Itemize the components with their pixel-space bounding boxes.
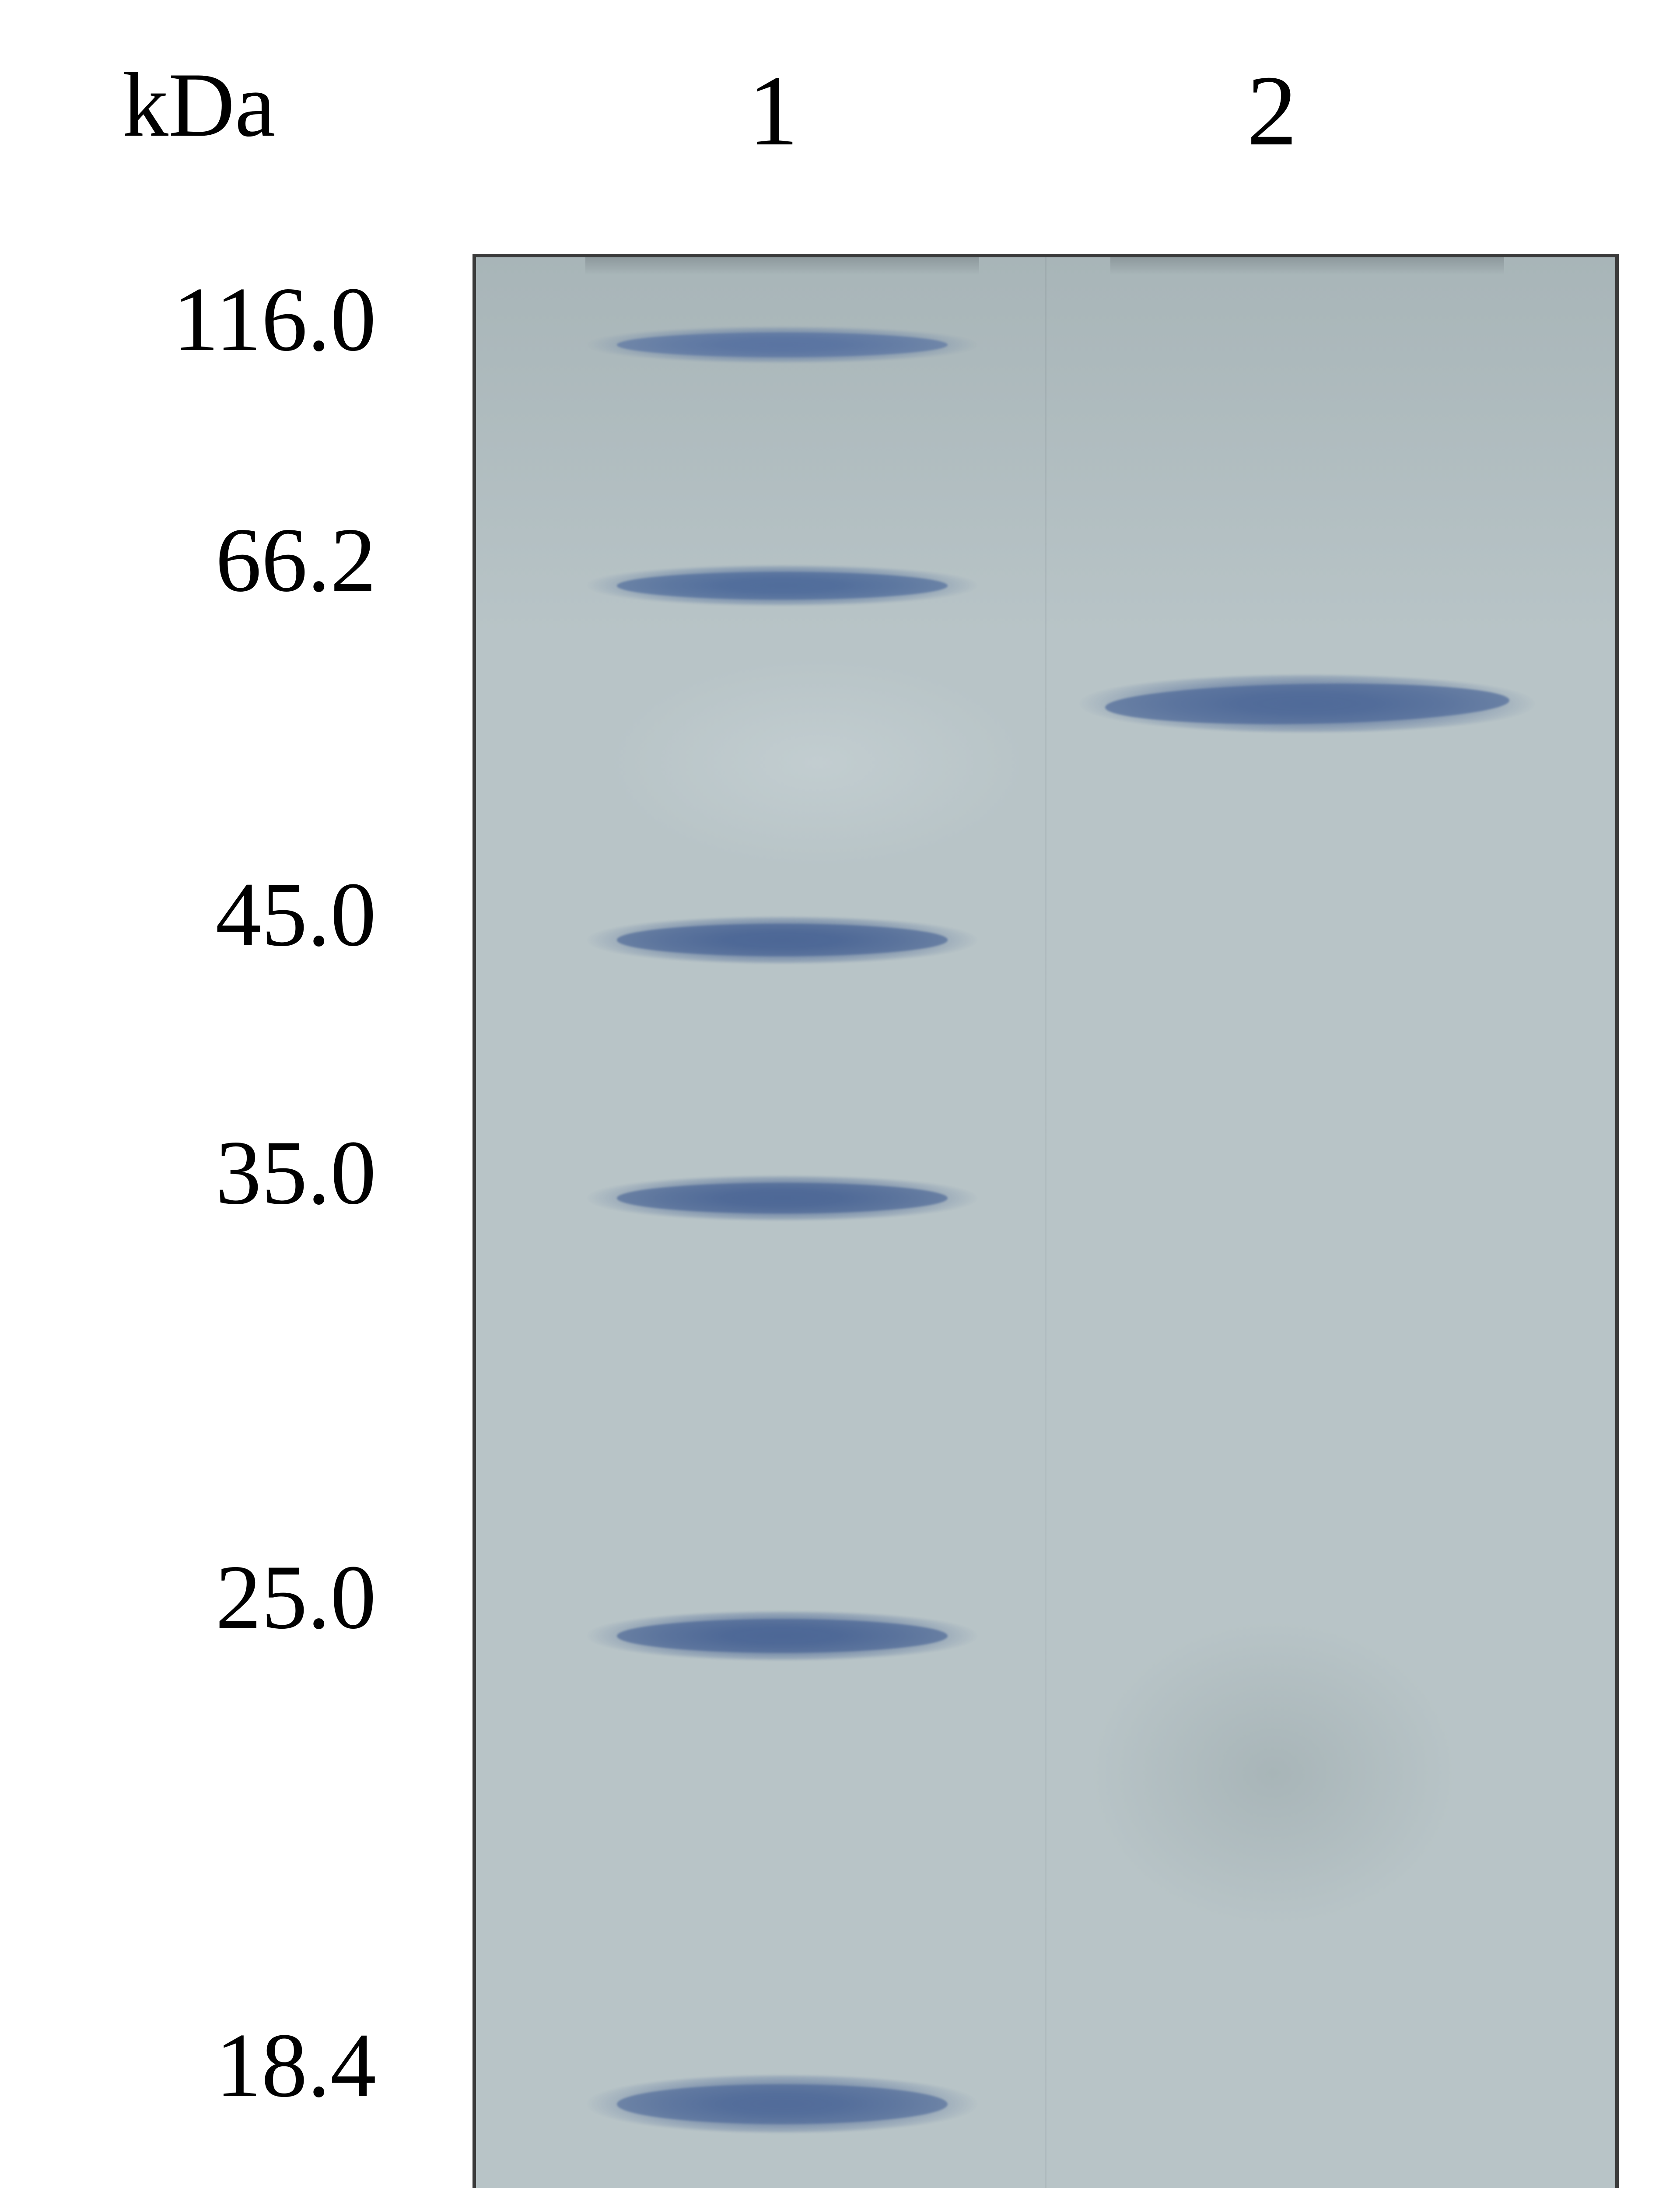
lane-well-2 [1110,257,1504,275]
marker-band-core-1 [617,572,948,600]
unit-label: kDa [122,53,276,158]
marker-label-1: 66.2 [61,508,376,613]
marker-band-core-5 [617,2084,948,2124]
marker-band-core-4 [617,1619,948,1653]
marker-band-core-3 [617,1183,948,1213]
lane-separator [1045,257,1046,2188]
marker-band-core-0 [617,333,948,357]
marker-band-core-2 [617,924,948,956]
marker-label-0: 116.0 [61,267,376,372]
lane-well-1 [585,257,979,275]
marker-label-2: 45.0 [61,862,376,968]
lane-2-label: 2 [1247,53,1297,168]
lane-1-label: 1 [748,53,798,168]
gel-image [472,254,1619,2188]
marker-label-3: 35.0 [61,1120,376,1226]
marker-label-4: 25.0 [61,1545,376,1650]
gel-figure-container: kDa 1 2 116.0 66.2 45.0 35.0 25.0 18.4 1… [0,0,1680,2188]
marker-label-5: 18.4 [61,2013,376,2118]
